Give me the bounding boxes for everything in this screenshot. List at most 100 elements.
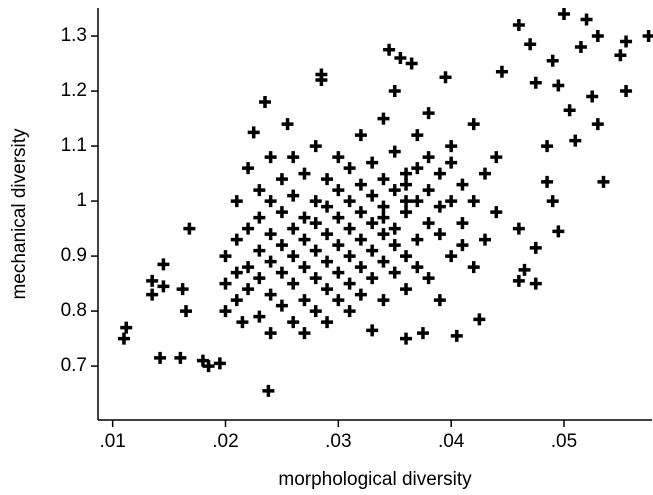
point bbox=[242, 162, 255, 175]
point bbox=[422, 184, 435, 197]
point bbox=[230, 294, 243, 307]
point bbox=[275, 206, 288, 219]
y-tick-label: 1.2 bbox=[61, 80, 87, 101]
point bbox=[275, 266, 288, 279]
y-axis-label: mechanical diversity bbox=[9, 128, 30, 300]
point bbox=[202, 360, 215, 373]
point bbox=[490, 206, 503, 219]
point bbox=[591, 30, 604, 43]
point bbox=[354, 178, 367, 191]
point bbox=[309, 272, 322, 285]
point bbox=[445, 156, 458, 169]
point bbox=[242, 261, 255, 274]
point bbox=[332, 239, 345, 252]
point bbox=[495, 65, 508, 78]
y-tick-label: 0.8 bbox=[61, 300, 87, 321]
y-tick-label: 1.1 bbox=[61, 135, 87, 156]
point bbox=[343, 305, 356, 318]
point bbox=[473, 313, 486, 326]
point bbox=[388, 85, 401, 98]
point bbox=[146, 274, 159, 287]
point bbox=[230, 233, 243, 246]
point bbox=[332, 184, 345, 197]
point bbox=[445, 140, 458, 153]
point bbox=[445, 195, 458, 208]
point bbox=[377, 112, 390, 125]
point bbox=[354, 261, 367, 274]
point bbox=[416, 327, 429, 340]
point bbox=[529, 241, 542, 254]
point bbox=[309, 305, 322, 318]
point bbox=[569, 134, 582, 147]
point bbox=[467, 195, 480, 208]
x-tick-label: .03 bbox=[325, 431, 351, 452]
point bbox=[620, 85, 633, 98]
point bbox=[332, 211, 345, 224]
y-tick-label: 0.7 bbox=[61, 355, 87, 376]
point bbox=[309, 195, 322, 208]
point bbox=[388, 239, 401, 252]
x-tick-label: .04 bbox=[438, 431, 465, 452]
x-axis-label: morphological diversity bbox=[278, 469, 472, 490]
point bbox=[264, 327, 277, 340]
point bbox=[422, 151, 435, 164]
point bbox=[287, 189, 300, 202]
point bbox=[183, 222, 196, 235]
point bbox=[450, 329, 463, 342]
point bbox=[529, 76, 542, 89]
point bbox=[411, 233, 424, 246]
point bbox=[157, 280, 170, 293]
point bbox=[174, 351, 187, 364]
x-tick-label: .05 bbox=[551, 431, 577, 452]
point bbox=[253, 184, 266, 197]
point bbox=[366, 272, 379, 285]
point bbox=[388, 184, 401, 197]
point bbox=[230, 195, 243, 208]
point bbox=[388, 145, 401, 158]
point bbox=[400, 206, 413, 219]
point bbox=[552, 79, 565, 92]
point bbox=[343, 250, 356, 263]
point bbox=[298, 233, 311, 246]
point bbox=[230, 266, 243, 279]
point bbox=[366, 244, 379, 257]
point bbox=[343, 195, 356, 208]
point bbox=[366, 189, 379, 202]
point bbox=[546, 195, 559, 208]
point bbox=[343, 222, 356, 235]
x-tick-label: .02 bbox=[212, 431, 238, 452]
point bbox=[529, 277, 542, 290]
point bbox=[213, 357, 226, 370]
point bbox=[120, 321, 133, 334]
point bbox=[287, 250, 300, 263]
point bbox=[287, 151, 300, 164]
point bbox=[264, 195, 277, 208]
point bbox=[422, 107, 435, 120]
point bbox=[309, 217, 322, 230]
point bbox=[354, 288, 367, 301]
point bbox=[377, 173, 390, 186]
point bbox=[400, 195, 413, 208]
point bbox=[247, 126, 260, 139]
point bbox=[366, 156, 379, 169]
point bbox=[281, 118, 294, 131]
point bbox=[264, 288, 277, 301]
point bbox=[456, 217, 469, 230]
point bbox=[309, 140, 322, 153]
point bbox=[309, 244, 322, 257]
point bbox=[157, 258, 170, 271]
point bbox=[219, 305, 232, 318]
point bbox=[467, 261, 480, 274]
point bbox=[574, 41, 587, 54]
point bbox=[366, 217, 379, 230]
point bbox=[264, 151, 277, 164]
point bbox=[262, 384, 275, 397]
point bbox=[400, 283, 413, 296]
point bbox=[563, 104, 576, 117]
point bbox=[586, 90, 599, 103]
point bbox=[176, 283, 189, 296]
point bbox=[411, 162, 424, 175]
point bbox=[597, 175, 610, 188]
point bbox=[321, 283, 334, 296]
